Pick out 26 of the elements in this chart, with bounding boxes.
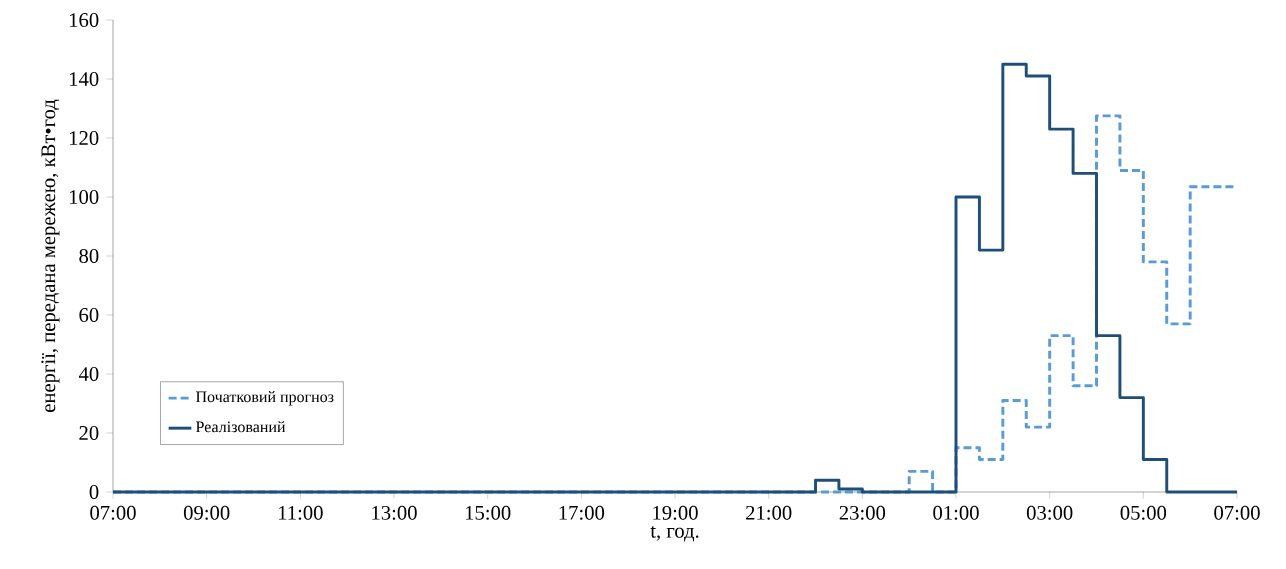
x-tick-label: 23:00 bbox=[839, 505, 886, 520]
y-tick-label: 80 bbox=[79, 249, 99, 263]
x-tick-label: 05:00 bbox=[1120, 505, 1167, 520]
legend-label: Початковий прогноз bbox=[195, 391, 334, 406]
y-tick-label: 20 bbox=[79, 426, 99, 440]
y-tick-label: 160 bbox=[70, 13, 99, 27]
x-tick-label: 15:00 bbox=[465, 505, 511, 520]
x-axis-title: t, год. bbox=[650, 525, 699, 542]
x-tick-label: 07:00 bbox=[90, 505, 136, 520]
x-tick-label: 09:00 bbox=[183, 505, 230, 520]
x-tick-label: 11:00 bbox=[279, 505, 323, 520]
y-axis-title: енергії, передана мережею, кВт•год bbox=[41, 99, 60, 412]
x-tick-label: 21:00 bbox=[746, 505, 792, 520]
y-tick-label: 140 bbox=[70, 72, 99, 86]
y-tick-label: 60 bbox=[79, 308, 99, 322]
y-tick-label: 40 bbox=[78, 367, 99, 381]
x-tick-label: 03:00 bbox=[1026, 505, 1073, 520]
x-tick-label: 07:00 bbox=[1214, 505, 1260, 520]
x-tick-label: 19:00 bbox=[653, 505, 698, 520]
y-tick-label: 100 bbox=[70, 190, 99, 204]
legend-label: Реалізований bbox=[195, 421, 286, 433]
y-tick-label: 0 bbox=[89, 485, 99, 499]
x-tick-label: 13:00 bbox=[372, 505, 417, 520]
x-tick-label: 01:00 bbox=[933, 505, 979, 520]
y-tick-label: 120 bbox=[70, 131, 99, 145]
x-tick-label: 17:00 bbox=[559, 505, 605, 520]
